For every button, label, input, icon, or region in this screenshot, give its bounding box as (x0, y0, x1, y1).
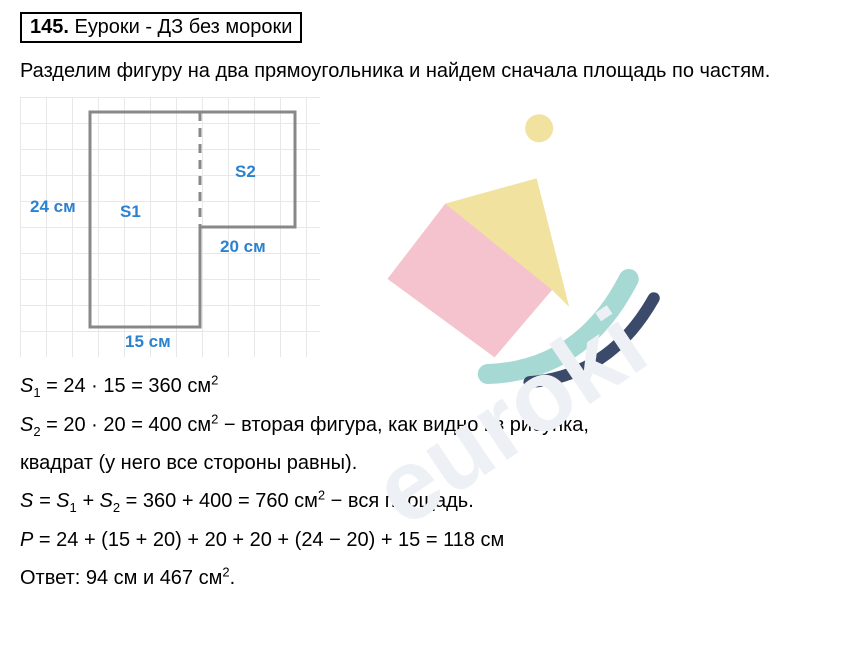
eq-total-s: S = S1 + S2 = 360 + 400 = 760 см2 − вся … (20, 482, 836, 521)
s1-sub: 1 (33, 385, 40, 400)
st-c: = 360 + 400 = 760 см (120, 490, 318, 512)
s2-rest: = 20 · 20 = 400 см (41, 414, 212, 436)
title-number: 145. (30, 16, 69, 38)
wm-dot (520, 109, 559, 148)
ans-text: Ответ: 94 см и 467 см (20, 567, 222, 589)
eq-s1: S1 = 24 · 15 = 360 см2 (20, 367, 836, 406)
math-block: S1 = 24 · 15 = 360 см2 S2 = 20 · 20 = 40… (20, 367, 836, 597)
label-s1: S1 (120, 202, 141, 222)
wm-yellow (445, 153, 606, 332)
diagram: 24 см S1 S2 20 см 15 см (20, 97, 320, 357)
eq-square-note: квадрат (у него все стороны равны). (20, 444, 836, 482)
st-s1sub: 1 (69, 500, 76, 515)
wm-pink (371, 179, 570, 383)
s2-after: − вторая фигура, как видно из рисунка, (218, 414, 589, 436)
eq-perimeter: P = 24 + (15 + 20) + 20 + 20 + (24 − 20)… (20, 521, 836, 559)
s2-sub: 2 (33, 424, 40, 439)
st-b: + S (77, 490, 113, 512)
s1-rest: = 24 · 15 = 360 см (41, 375, 212, 397)
ans-sup: 2 (222, 564, 229, 579)
label-s2: S2 (235, 162, 256, 182)
label-w2: 20 см (220, 237, 266, 257)
st-a: S = S (20, 490, 69, 512)
title-text: Еуроки - ДЗ без мороки (75, 16, 293, 38)
answer: Ответ: 94 см и 467 см2. (20, 559, 836, 597)
st-d: − вся площадь. (325, 490, 474, 512)
figure-svg (20, 97, 320, 357)
label-height: 24 см (30, 197, 76, 217)
s1-sym: S (20, 375, 33, 397)
p-rest: = 24 + (15 + 20) + 20 + 20 + (24 − 20) +… (33, 529, 504, 551)
st-s2sub: 2 (113, 500, 120, 515)
eq-s2: S2 = 20 · 20 = 400 см2 − вторая фигура, … (20, 406, 836, 445)
s1-sup: 2 (211, 372, 218, 387)
title-box: 145. Еуроки - ДЗ без мороки (20, 12, 302, 43)
label-w1: 15 см (125, 332, 171, 352)
s2-sym: S (20, 414, 33, 436)
intro-text: Разделим фигуру на два прямоугольника и … (20, 55, 836, 87)
